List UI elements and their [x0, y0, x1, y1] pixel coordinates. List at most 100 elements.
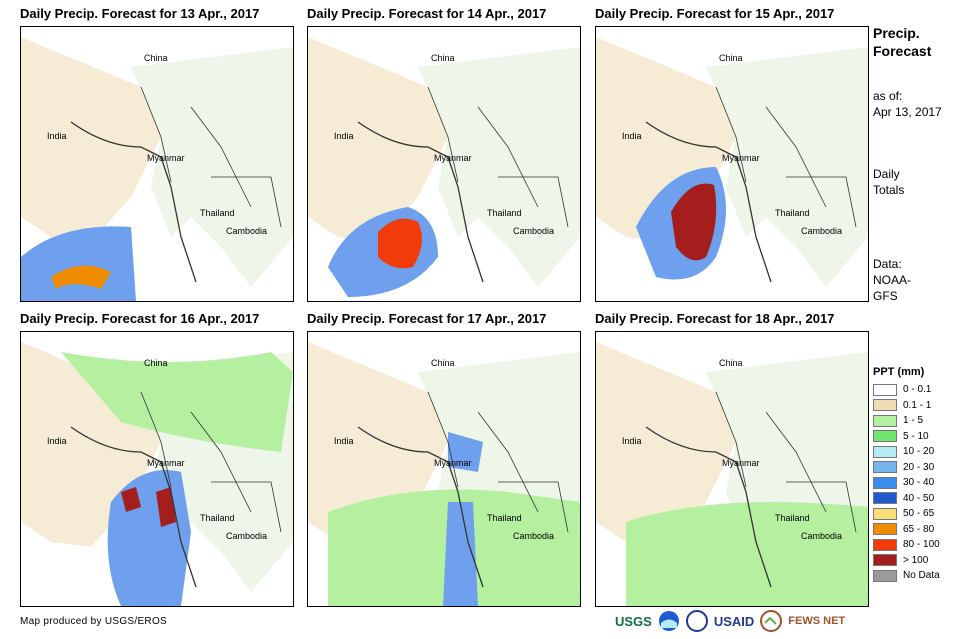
map-panel-16apr: Daily Precip. Forecast for 16 Apr., 2017…	[18, 311, 308, 611]
data-source-line3: GFS	[873, 289, 898, 303]
coastline	[357, 426, 484, 588]
legend-label: 10 - 20	[903, 446, 935, 458]
legend-swatch	[873, 461, 897, 474]
border-lines	[140, 391, 282, 533]
noaa-logo-icon	[658, 611, 679, 631]
label-china: China	[431, 53, 455, 63]
legend-label: 5 - 10	[903, 430, 929, 442]
legend-label: > 100	[903, 554, 929, 566]
label-myanmar: Myanmar	[434, 458, 472, 468]
rain-field-west	[21, 226, 136, 301]
label-myanmar: Myanmar	[147, 153, 185, 163]
legend-item: 65 - 80	[873, 522, 940, 538]
label-india: India	[47, 436, 67, 446]
label-india: India	[334, 131, 354, 141]
green-rain-band	[626, 502, 868, 606]
panel-title: Daily Precip. Forecast for 16 Apr., 2017	[20, 311, 260, 326]
usaid-logo: USAID	[713, 613, 755, 629]
legend-label: 50 - 65	[903, 508, 935, 520]
precip-map: China India Myanmar Thailand Cambodia	[595, 331, 869, 607]
legend-title: PPT (mm)	[873, 366, 925, 378]
legend-item: 0.1 - 1	[873, 398, 940, 414]
map-panel-18apr: Daily Precip. Forecast for 18 Apr., 2017…	[593, 311, 883, 611]
legend-item: 0 - 0.1	[873, 382, 940, 398]
map-panel-15apr: Daily Precip. Forecast for 15 Apr., 2017…	[593, 6, 883, 306]
legend-label: 30 - 40	[903, 477, 935, 489]
coastline	[70, 121, 197, 283]
legend-label: No Data	[903, 570, 940, 582]
label-cambodia: Cambodia	[801, 531, 843, 541]
usgs-logo: USGS	[615, 613, 652, 629]
label-myanmar: Myanmar	[434, 153, 472, 163]
border-lines	[140, 86, 282, 228]
legend-swatch	[873, 445, 897, 458]
legend-swatch	[873, 569, 897, 582]
legend-item: 80 - 100	[873, 537, 940, 553]
panel-title: Daily Precip. Forecast for 14 Apr., 2017	[307, 6, 547, 21]
label-india: India	[622, 131, 642, 141]
label-india: India	[334, 436, 354, 446]
precip-map: China India Myanmar Thailand Cambodia	[20, 26, 294, 302]
label-china: China	[719, 53, 743, 63]
panel-title: Daily Precip. Forecast for 15 Apr., 2017	[595, 6, 835, 21]
legend-item: 1 - 5	[873, 413, 940, 429]
map-graphic	[596, 342, 868, 606]
data-source-line1: Data:	[873, 257, 902, 271]
southeast-asia-land	[706, 47, 868, 287]
legend-swatch	[873, 507, 897, 520]
forecast-title: Precip. Forecast	[873, 24, 931, 60]
green-rain-band	[61, 352, 293, 452]
label-thailand: Thailand	[200, 208, 235, 218]
coastline	[357, 121, 484, 283]
usaid-seal-icon	[685, 610, 708, 632]
label-thailand: Thailand	[487, 208, 522, 218]
rain-core	[378, 218, 422, 269]
legend-label: 80 - 100	[903, 539, 940, 551]
coastline	[70, 426, 197, 588]
fews-net-logo: FEWS NET	[788, 615, 846, 627]
legend-label: 0.1 - 1	[903, 399, 932, 411]
forecast-title-line2: Forecast	[873, 43, 932, 59]
legend-swatch	[873, 476, 897, 489]
precip-map: China India Myanmar Thailand Cambodia	[595, 26, 869, 302]
label-myanmar: Myanmar	[147, 458, 185, 468]
legend-label: 40 - 50	[903, 492, 935, 504]
southeast-asia-land	[131, 47, 293, 287]
map-panel-17apr: Daily Precip. Forecast for 17 Apr., 2017…	[305, 311, 595, 611]
label-china: China	[431, 358, 455, 368]
legend-item: > 100	[873, 553, 940, 569]
map-graphic	[596, 37, 868, 287]
agency-logos: USGS USAID FEWS NET	[615, 606, 845, 636]
label-thailand: Thailand	[487, 513, 522, 523]
rain-core	[671, 183, 717, 261]
map-panel-14apr: Daily Precip. Forecast for 14 Apr., 2017…	[305, 6, 595, 306]
legend: PPT (mm) 0 - 0.1 0.1 - 1 1 - 5 5 - 10 10 - 2…	[873, 366, 940, 584]
border-lines	[427, 391, 569, 533]
map-graphic	[21, 342, 293, 606]
legend-item: 10 - 20	[873, 444, 940, 460]
map-graphic	[21, 37, 293, 301]
border-lines	[715, 391, 857, 533]
legend-swatch	[873, 430, 897, 443]
rain-core	[121, 487, 176, 527]
forecast-title-line1: Precip.	[873, 25, 920, 41]
panel-title: Daily Precip. Forecast for 17 Apr., 2017	[307, 311, 547, 326]
precip-map: China India Myanmar Thailand Cambodia	[20, 331, 294, 607]
legend-swatch	[873, 523, 897, 536]
label-thailand: Thailand	[775, 208, 810, 218]
panel-title: Daily Precip. Forecast for 18 Apr., 2017	[595, 311, 835, 326]
map-graphic	[308, 342, 580, 606]
label-cambodia: Cambodia	[226, 226, 268, 236]
label-china: China	[719, 358, 743, 368]
data-source-block: Data: NOAA- GFS	[873, 256, 911, 304]
coastline	[645, 121, 772, 283]
map-panel-13apr: Daily Precip. Forecast for 13 Apr., 2017…	[18, 6, 308, 306]
legend-swatch	[873, 554, 897, 567]
legend-item: 20 - 30	[873, 460, 940, 476]
label-thailand: Thailand	[775, 513, 810, 523]
legend-swatch	[873, 383, 897, 396]
legend-swatch	[873, 399, 897, 412]
label-china: China	[144, 358, 168, 368]
border-lines	[715, 86, 857, 228]
india-land	[308, 37, 448, 242]
